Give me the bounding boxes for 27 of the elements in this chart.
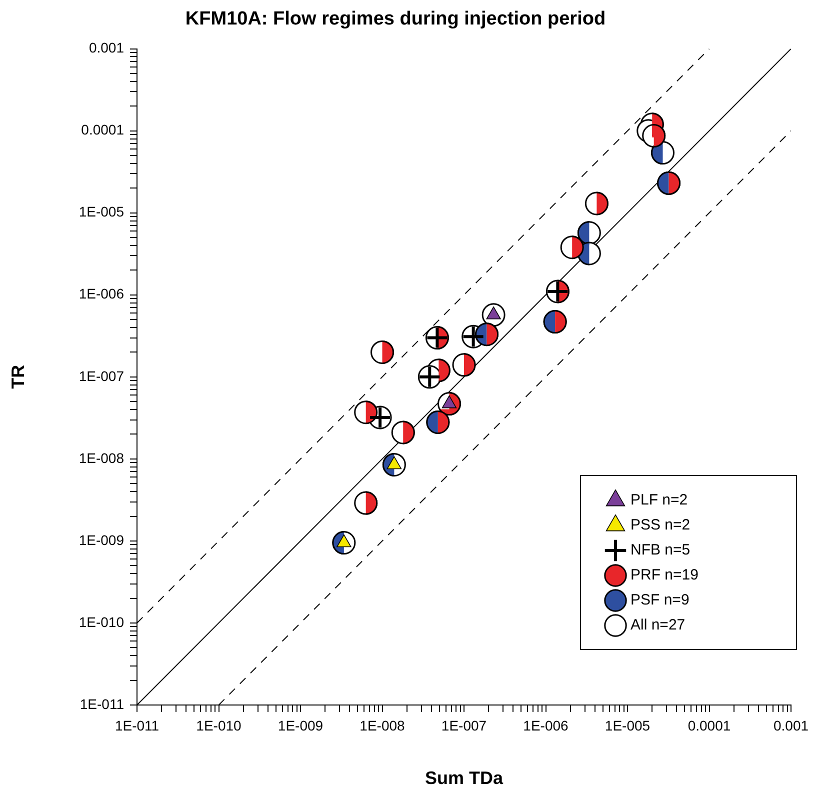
x-tick-label: 1E-011 xyxy=(114,717,160,734)
y-tick-label: 1E-009 xyxy=(78,532,124,548)
x-axis-title: Sum TDa xyxy=(424,768,504,788)
y-axis-title: TR xyxy=(8,364,28,389)
legend-label: NFB n=5 xyxy=(630,542,690,559)
y-tick-label: 1E-007 xyxy=(78,368,124,384)
y-tick-label: 1E-005 xyxy=(78,204,124,220)
x-tick-label: 1E-005 xyxy=(604,717,650,734)
legend-label: All n=27 xyxy=(630,616,686,634)
legend-label: PRF n=19 xyxy=(630,566,698,584)
x-tick-label: 0.001 xyxy=(773,717,809,734)
x-tick-label: 1E-009 xyxy=(278,717,324,734)
chart-title: KFM10A: Flow regimes during injection period xyxy=(185,8,606,30)
y-tick-label: 0.001 xyxy=(88,40,124,56)
y-tick-label: 1E-011 xyxy=(80,696,124,712)
y-tick-label: 0.0001 xyxy=(81,122,124,138)
legend-label: PSS n=2 xyxy=(630,516,690,534)
x-tick-label: 1E-010 xyxy=(196,717,242,734)
x-tick-label: 1E-006 xyxy=(523,717,569,734)
legend-label: PLF n=2 xyxy=(630,492,688,509)
x-tick-label: 1E-007 xyxy=(441,717,487,734)
x-tick-label: 0.0001 xyxy=(688,717,731,734)
legend-label: PSF n=9 xyxy=(630,592,690,609)
y-tick-label: 1E-008 xyxy=(78,450,124,466)
x-tick-label: 1E-008 xyxy=(360,717,406,734)
y-tick-label: 1E-006 xyxy=(78,286,124,302)
y-tick-label: 1E-010 xyxy=(78,614,124,630)
